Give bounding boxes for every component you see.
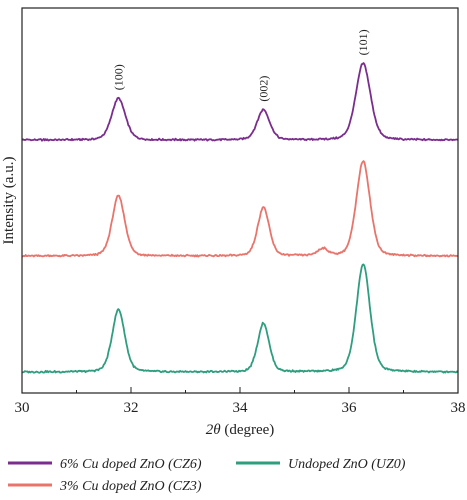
peak-label: (101) [356,29,370,55]
x-tick-label: 36 [342,400,358,416]
legend: 6% Cu doped ZnO (CZ6) Undoped ZnO (UZ0) 3%… [8,457,406,494]
x-tick-label: 30 [15,400,30,416]
x-tick-label: 34 [233,400,249,416]
legend-label: 3% Cu doped ZnO (CZ3) [59,479,202,494]
peak-label: (100) [111,64,125,90]
series-line [21,263,459,374]
series-line [21,62,459,142]
y-axis-title: Intensity (a.u.) [1,157,17,245]
x-axis-title: 2θ (degree) [206,422,275,438]
x-tick-label: 32 [124,400,139,416]
peak-label: (002) [256,76,270,102]
series-layer [21,62,459,374]
series-line [21,160,459,258]
legend-label: Undoped ZnO (UZ0) [288,457,406,472]
x-axis-title-symbol: 2θ [206,422,222,438]
x-axis-title-unit: (degree) [221,422,275,438]
x-axis: 30 32 34 36 38 [15,387,466,416]
x-tick-label: 38 [451,400,466,416]
legend-label: 6% Cu doped ZnO (CZ6) [60,457,202,472]
annotation-layer: (100) (002) (101) [111,29,370,101]
plot-frame [21,7,459,394]
